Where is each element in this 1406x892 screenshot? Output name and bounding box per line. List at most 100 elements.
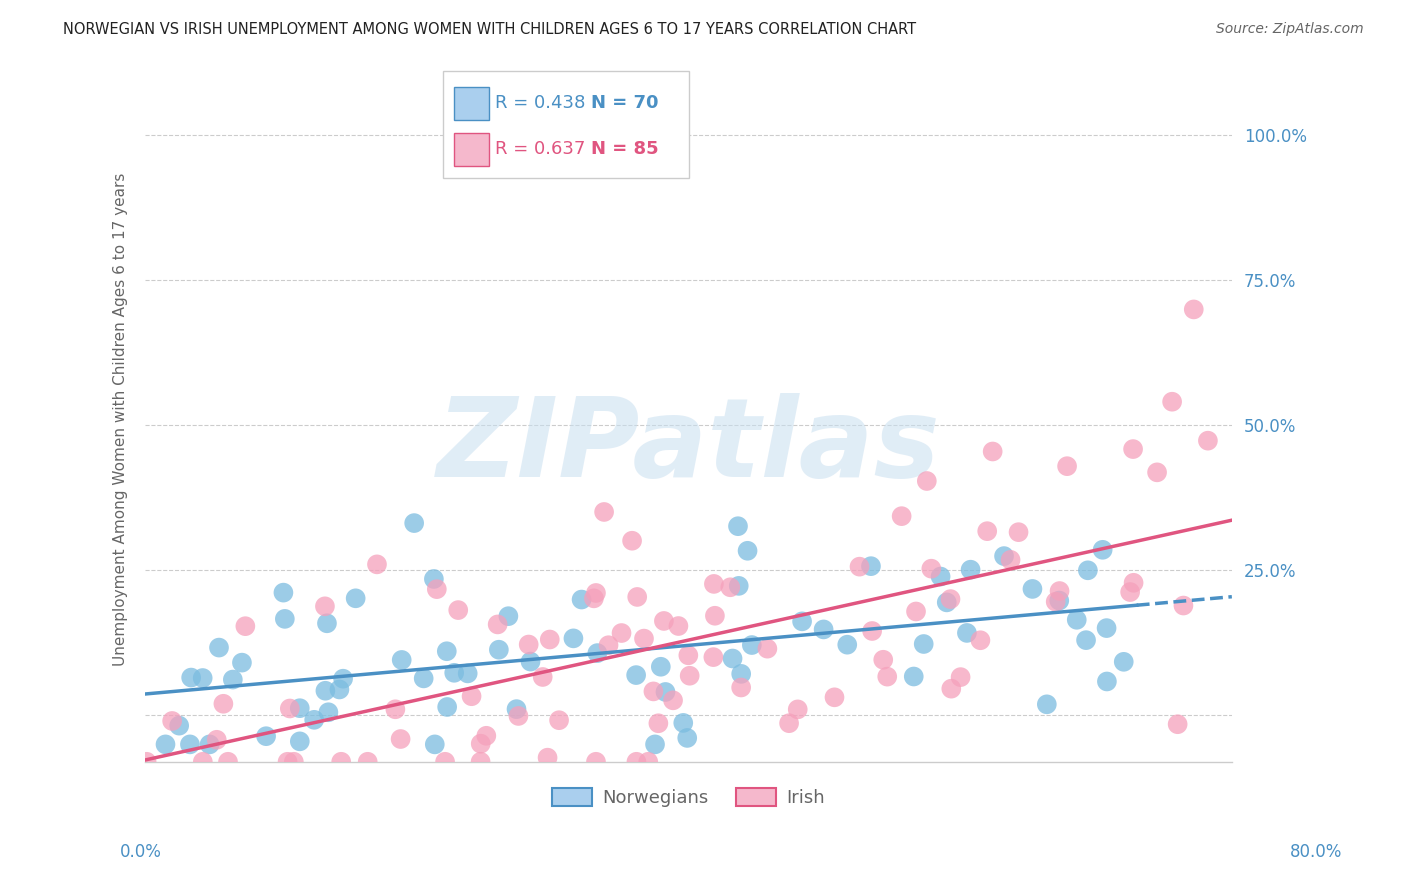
Point [318, 705, 340, 719]
Point [626, 590, 648, 604]
Point [423, 737, 446, 751]
Point [571, 592, 593, 607]
Point [582, 591, 605, 606]
Point [498, 609, 520, 624]
Point [872, 653, 894, 667]
Point [741, 638, 763, 652]
Point [447, 603, 470, 617]
Point [585, 586, 607, 600]
Point [1095, 621, 1118, 635]
Point [1021, 582, 1043, 596]
Point [1119, 585, 1142, 599]
Text: Source: ZipAtlas.com: Source: ZipAtlas.com [1216, 22, 1364, 37]
Point [434, 755, 457, 769]
Point [633, 632, 655, 646]
Point [288, 734, 311, 748]
Point [1091, 542, 1114, 557]
Point [949, 670, 972, 684]
Point [905, 605, 928, 619]
Point [1036, 698, 1059, 712]
Point [475, 729, 498, 743]
Point [860, 624, 883, 638]
Point [443, 665, 465, 680]
Point [1047, 593, 1070, 607]
Point [1049, 584, 1071, 599]
Point [786, 702, 808, 716]
Point [912, 637, 935, 651]
Point [1095, 674, 1118, 689]
Point [737, 543, 759, 558]
Point [180, 671, 202, 685]
Point [652, 614, 675, 628]
Point [643, 684, 665, 698]
Point [1066, 613, 1088, 627]
Point [277, 755, 299, 769]
Text: R = 0.438: R = 0.438 [495, 95, 585, 112]
Point [412, 672, 434, 686]
Point [935, 595, 957, 609]
Point [531, 670, 554, 684]
Point [436, 644, 458, 658]
Point [981, 444, 1004, 458]
Point [727, 579, 749, 593]
Point [1161, 394, 1184, 409]
Point [1167, 717, 1189, 731]
Point [890, 509, 912, 524]
Point [344, 591, 367, 606]
Point [837, 638, 859, 652]
Point [969, 633, 991, 648]
Point [1182, 302, 1205, 317]
Point [1007, 525, 1029, 540]
Legend: Norwegians, Irish: Norwegians, Irish [544, 780, 832, 814]
Point [212, 697, 235, 711]
Point [366, 558, 388, 572]
Text: N = 85: N = 85 [591, 141, 658, 159]
Point [391, 653, 413, 667]
Point [254, 729, 277, 743]
Point [730, 666, 752, 681]
Point [721, 651, 744, 665]
Point [314, 683, 336, 698]
Point [790, 615, 813, 629]
Point [486, 617, 509, 632]
Point [470, 755, 492, 769]
Point [727, 519, 749, 533]
Point [976, 524, 998, 538]
Point [903, 669, 925, 683]
Point [756, 641, 779, 656]
Point [959, 563, 981, 577]
Point [1077, 563, 1099, 577]
Point [778, 716, 800, 731]
Point [457, 666, 479, 681]
Point [939, 592, 962, 607]
Point [730, 681, 752, 695]
Point [672, 715, 695, 730]
Point [302, 713, 325, 727]
Point [718, 580, 741, 594]
Point [654, 685, 676, 699]
Point [1045, 595, 1067, 609]
Point [235, 619, 257, 633]
Point [332, 672, 354, 686]
Point [426, 582, 449, 596]
Point [679, 669, 702, 683]
Point [848, 559, 870, 574]
Point [488, 642, 510, 657]
Point [548, 713, 571, 727]
Point [160, 714, 183, 728]
Text: 80.0%: 80.0% [1291, 843, 1343, 861]
Point [1146, 466, 1168, 480]
Point [703, 577, 725, 591]
Point [198, 737, 221, 751]
Point [222, 673, 245, 687]
Point [586, 646, 609, 660]
Point [859, 559, 882, 574]
Point [637, 755, 659, 769]
Point [593, 505, 616, 519]
Point [460, 690, 482, 704]
Point [621, 533, 644, 548]
Point [470, 737, 492, 751]
Point [389, 731, 412, 746]
Point [662, 693, 685, 707]
Point [328, 682, 350, 697]
